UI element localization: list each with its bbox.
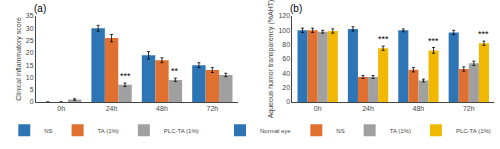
svg-text:***: ***: [478, 29, 489, 39]
svg-text:25: 25: [26, 37, 34, 44]
svg-text:**: **: [171, 66, 179, 76]
svg-text:20: 20: [26, 49, 34, 56]
svg-text:10: 10: [26, 74, 34, 81]
svg-text:72h: 72h: [206, 105, 218, 112]
svg-text:***: ***: [428, 36, 439, 46]
svg-text:(b): (b): [290, 3, 302, 14]
svg-text:0: 0: [30, 98, 34, 105]
svg-text:Clinical inflammatory score: Clinical inflammatory score: [15, 17, 23, 101]
svg-text:PLC-TA (1%): PLC-TA (1%): [456, 128, 491, 134]
svg-text:72h: 72h: [463, 105, 475, 112]
svg-text:***: ***: [120, 71, 131, 81]
svg-text:Aqueous humor transparency (%A: Aqueous humor transparency (%AHT): [267, 0, 275, 118]
svg-text:0h: 0h: [314, 105, 322, 112]
svg-text:NS: NS: [44, 128, 52, 134]
svg-text:Normal eye: Normal eye: [260, 128, 291, 134]
svg-text:40: 40: [282, 70, 290, 77]
svg-text:48h: 48h: [413, 105, 425, 112]
svg-text:TA (1%): TA (1%): [390, 128, 411, 134]
svg-text:15: 15: [26, 62, 34, 69]
svg-text:PLC-TA (1%): PLC-TA (1%): [164, 128, 199, 134]
svg-text:24h: 24h: [106, 105, 118, 112]
svg-text:0: 0: [286, 98, 290, 105]
svg-text:80: 80: [282, 41, 290, 48]
svg-text:(a): (a): [34, 3, 46, 14]
svg-text:100: 100: [278, 27, 290, 34]
svg-text:TA (1%): TA (1%): [98, 128, 119, 134]
svg-text:120: 120: [278, 12, 290, 19]
svg-text:24h: 24h: [362, 105, 374, 112]
svg-text:60: 60: [282, 55, 290, 62]
svg-text:0h: 0h: [57, 105, 65, 112]
svg-text:30: 30: [26, 25, 34, 32]
svg-text:***: ***: [378, 34, 389, 44]
svg-text:NS: NS: [336, 128, 344, 134]
svg-text:48h: 48h: [156, 105, 168, 112]
svg-text:5: 5: [30, 86, 34, 93]
svg-text:35: 35: [26, 12, 34, 19]
svg-text:20: 20: [282, 84, 290, 91]
